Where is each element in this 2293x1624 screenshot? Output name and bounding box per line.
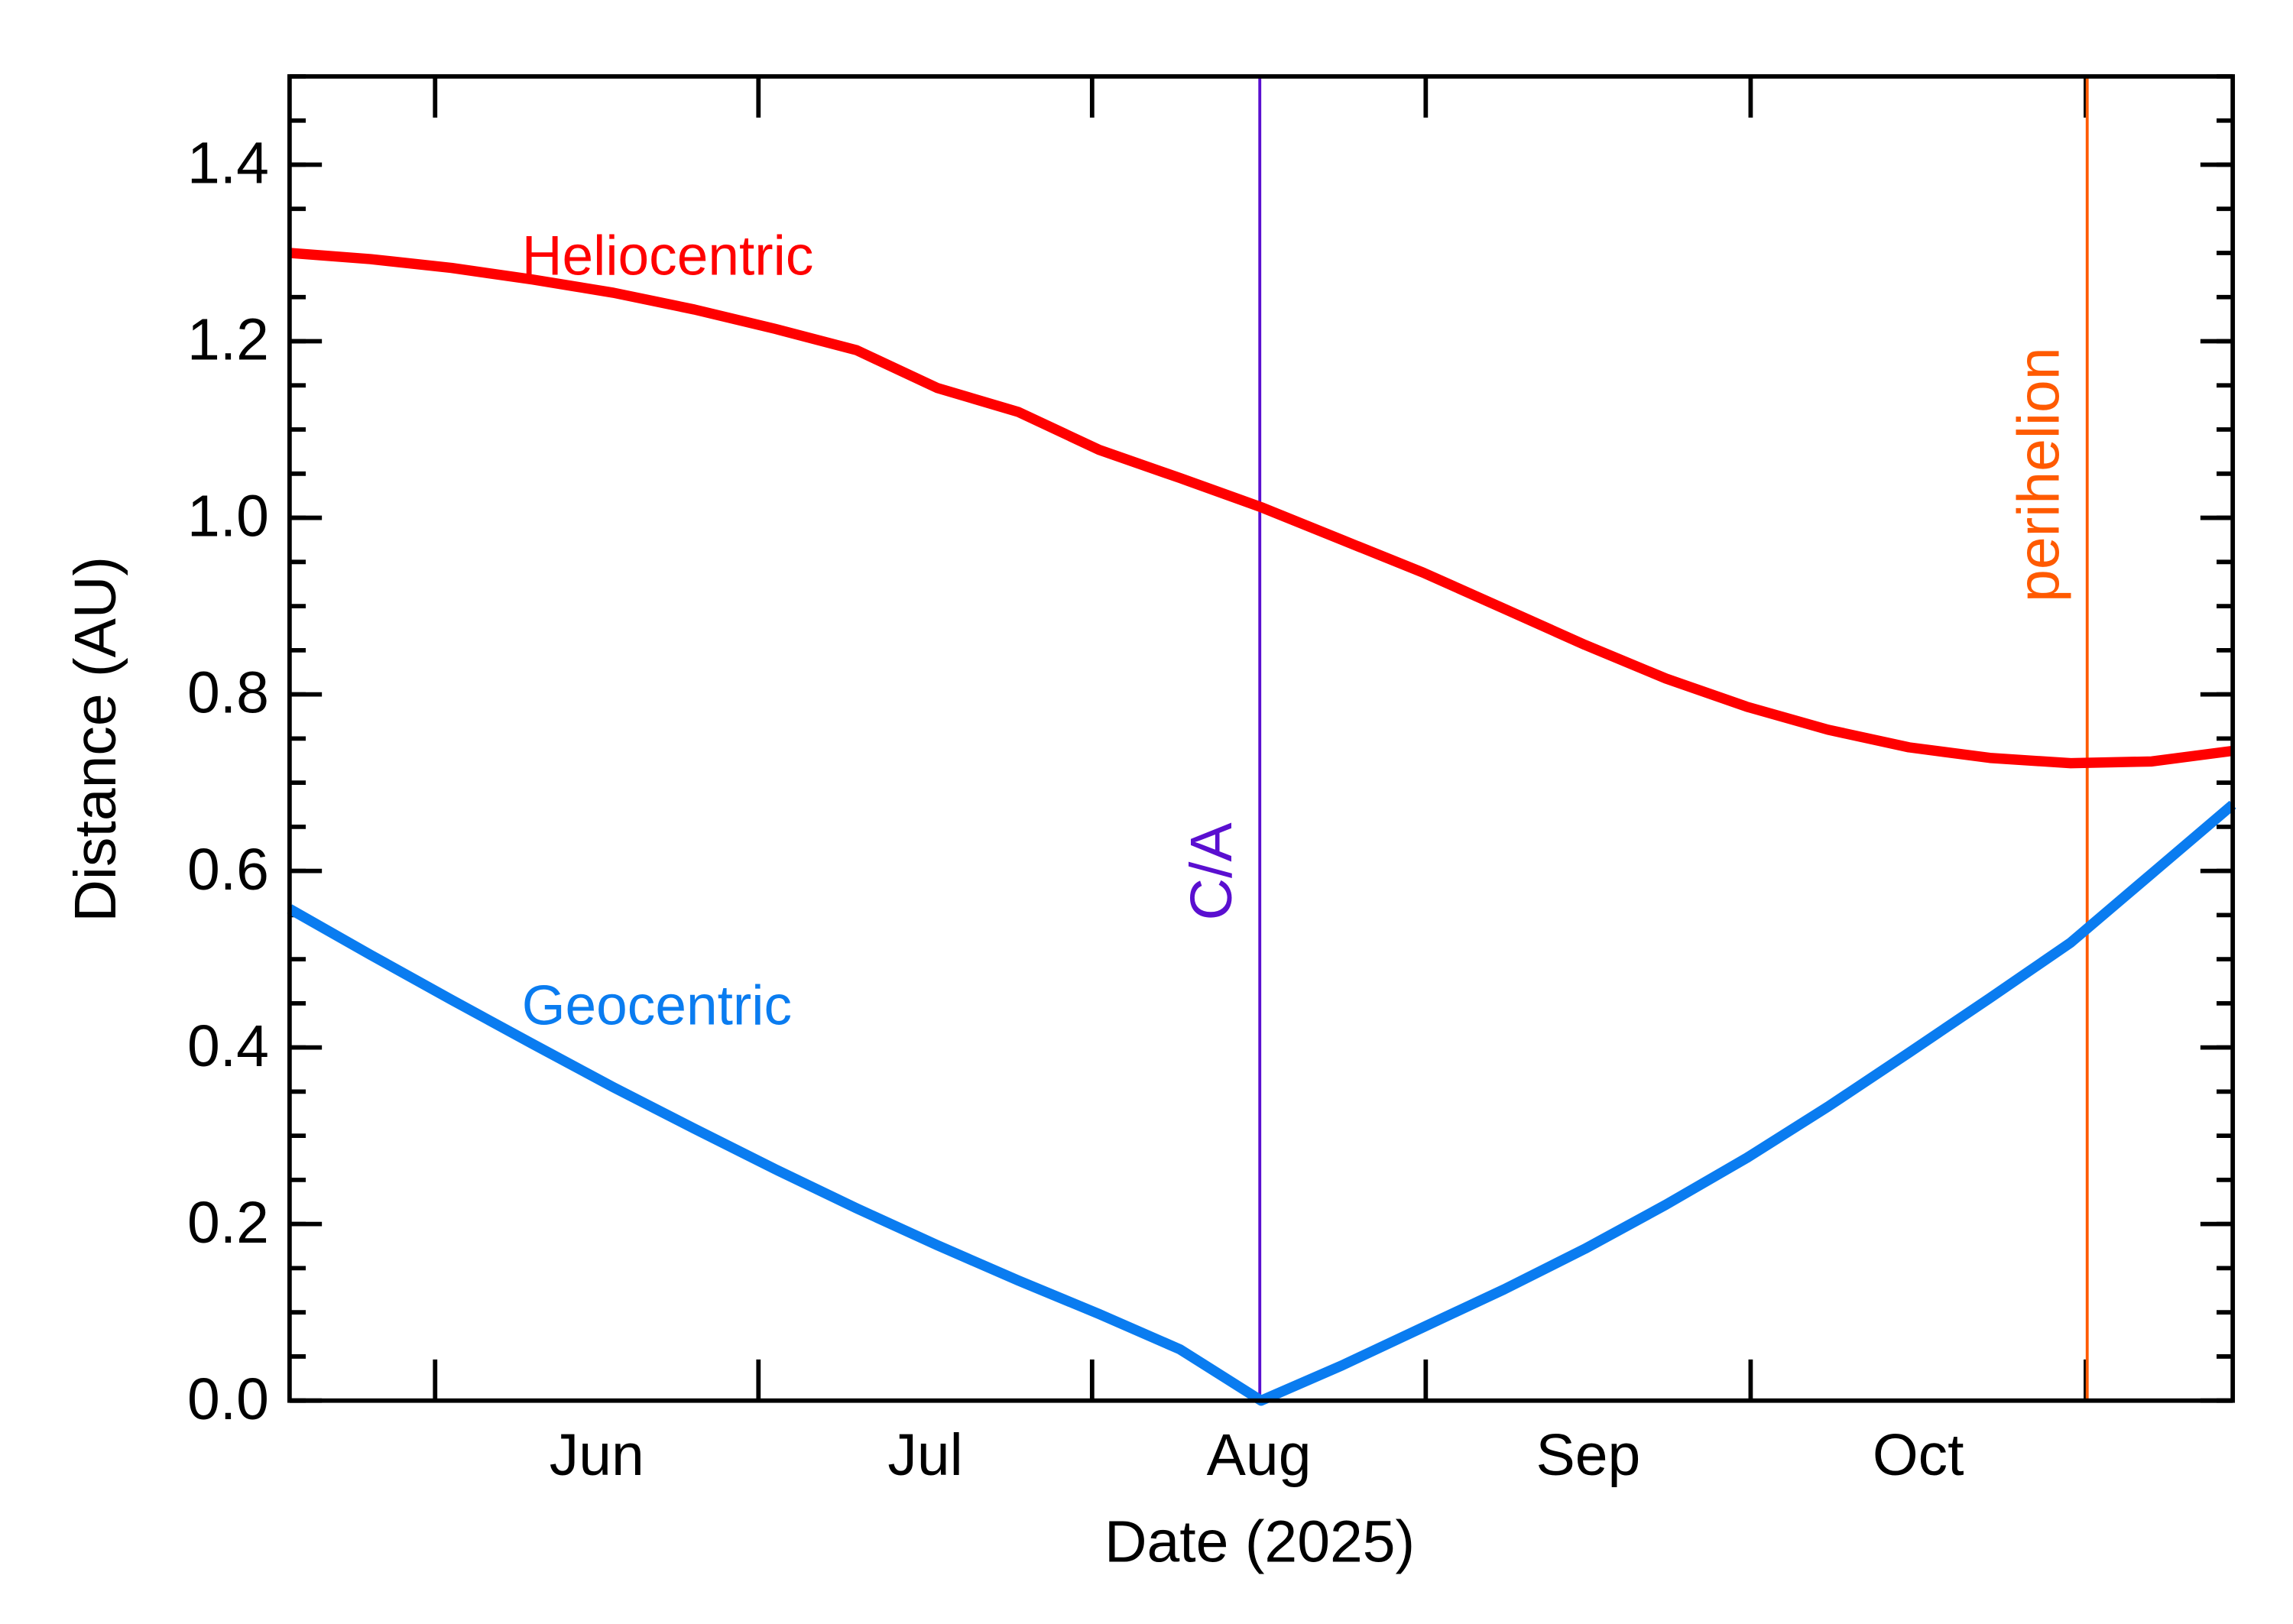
y-tick-label: 0.2 [187, 1190, 269, 1256]
x-tick-label: Oct [1873, 1422, 1964, 1488]
y-tick-label: 1.4 [187, 131, 269, 196]
x-tick-label: Jun [550, 1422, 644, 1488]
plot-frame [287, 74, 2236, 1403]
annotation-label: C/A [1179, 822, 1244, 921]
y-tick-label: 0.8 [187, 660, 269, 726]
x-tick-label: Jul [887, 1422, 962, 1488]
y-tick-label: 0.0 [187, 1366, 269, 1432]
series-line [289, 248, 2234, 769]
legend-label: Geocentric [522, 974, 792, 1036]
x-axis-title: Date (2025) [1104, 1509, 1415, 1574]
x-tick-label: Aug [1207, 1422, 1312, 1488]
annotation-label: perihelion [2006, 347, 2071, 602]
y-axis-title: Distance (AU) [63, 556, 128, 922]
y-tick-label: 0.6 [187, 837, 269, 903]
y-tick-label: 1.0 [187, 484, 269, 549]
legend-label: Heliocentric [522, 225, 814, 287]
y-tick-label: 1.2 [187, 307, 269, 373]
x-tick-label: Sep [1536, 1422, 1640, 1488]
y-tick-label: 0.4 [187, 1013, 269, 1079]
